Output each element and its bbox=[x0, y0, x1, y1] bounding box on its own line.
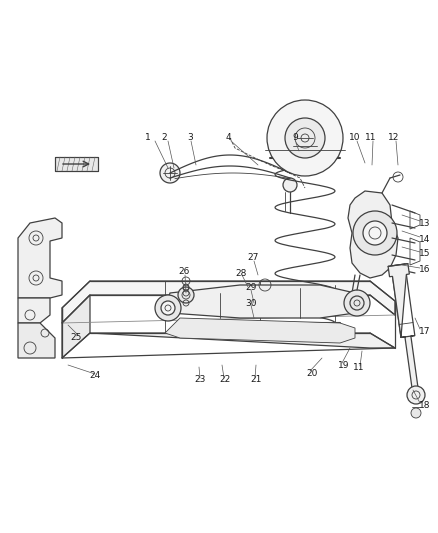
Circle shape bbox=[285, 118, 325, 158]
Text: 30: 30 bbox=[245, 298, 257, 308]
Polygon shape bbox=[90, 333, 395, 348]
Text: 26: 26 bbox=[178, 268, 190, 277]
Text: 21: 21 bbox=[250, 376, 261, 384]
Circle shape bbox=[353, 211, 397, 255]
Polygon shape bbox=[62, 281, 395, 323]
Circle shape bbox=[363, 221, 387, 245]
Text: 4: 4 bbox=[225, 133, 231, 141]
Polygon shape bbox=[388, 264, 419, 395]
Circle shape bbox=[407, 386, 425, 404]
Polygon shape bbox=[18, 218, 62, 298]
Polygon shape bbox=[165, 318, 355, 343]
Text: 25: 25 bbox=[71, 333, 82, 342]
Polygon shape bbox=[18, 298, 50, 323]
Text: 19: 19 bbox=[338, 360, 350, 369]
Text: 23: 23 bbox=[194, 376, 206, 384]
Circle shape bbox=[344, 290, 370, 316]
Text: 20: 20 bbox=[306, 368, 318, 377]
Text: 9: 9 bbox=[292, 133, 298, 141]
Text: 29: 29 bbox=[245, 284, 257, 293]
Text: 28: 28 bbox=[235, 269, 247, 278]
Circle shape bbox=[267, 100, 343, 176]
Circle shape bbox=[178, 287, 194, 303]
Circle shape bbox=[283, 178, 297, 192]
Circle shape bbox=[155, 295, 181, 321]
Text: 3: 3 bbox=[187, 133, 193, 141]
Text: 10: 10 bbox=[349, 133, 361, 141]
Text: 14: 14 bbox=[419, 235, 431, 244]
Polygon shape bbox=[62, 295, 90, 358]
Text: 16: 16 bbox=[419, 265, 431, 274]
Polygon shape bbox=[55, 157, 98, 171]
Circle shape bbox=[411, 408, 421, 418]
Text: 22: 22 bbox=[219, 376, 231, 384]
Text: 11: 11 bbox=[365, 133, 377, 141]
Text: 11: 11 bbox=[353, 364, 365, 373]
Text: 15: 15 bbox=[419, 249, 431, 259]
Text: 13: 13 bbox=[419, 219, 431, 228]
Text: 24: 24 bbox=[89, 372, 101, 381]
Text: 2: 2 bbox=[161, 133, 167, 141]
Polygon shape bbox=[348, 191, 398, 278]
Polygon shape bbox=[18, 323, 55, 358]
Text: 1: 1 bbox=[145, 133, 151, 141]
Polygon shape bbox=[165, 285, 360, 318]
Text: 27: 27 bbox=[247, 254, 259, 262]
Text: 12: 12 bbox=[389, 133, 400, 141]
Circle shape bbox=[160, 163, 180, 183]
Text: 17: 17 bbox=[419, 327, 431, 335]
Text: 18: 18 bbox=[419, 400, 431, 409]
Circle shape bbox=[161, 301, 175, 315]
